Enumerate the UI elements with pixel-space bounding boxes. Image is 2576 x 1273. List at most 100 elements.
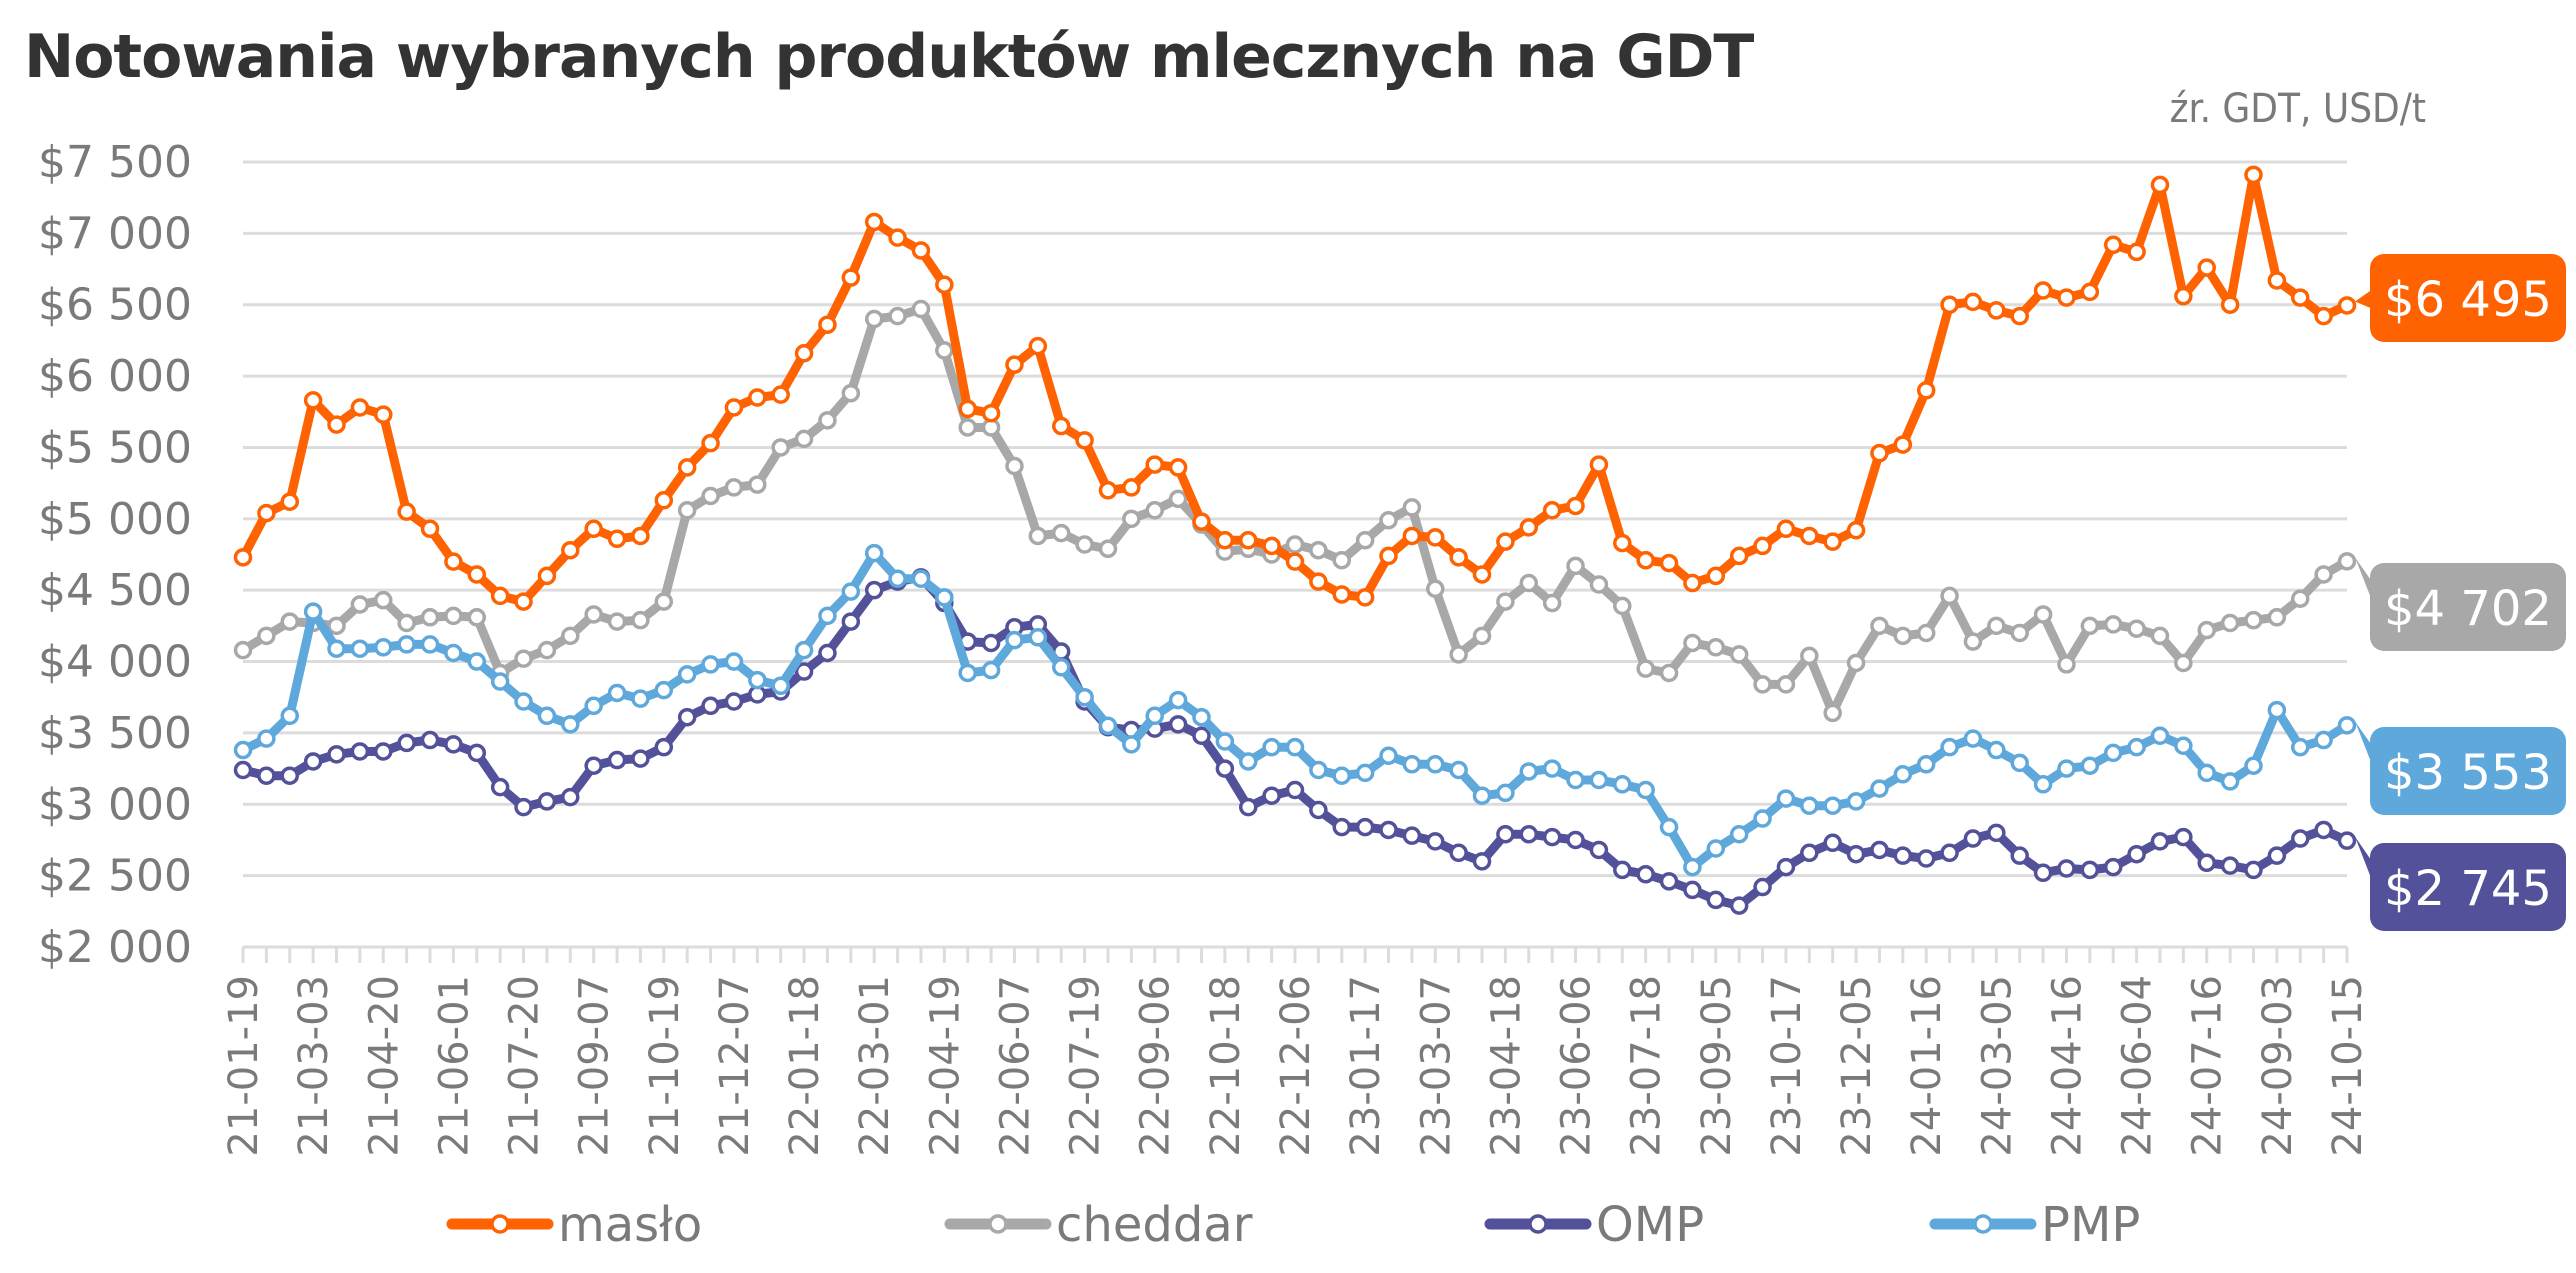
data-point (233, 548, 253, 567)
data-point (1776, 675, 1796, 694)
data-point (1940, 586, 1959, 606)
data-point (1355, 588, 1375, 607)
x-tick-label: 24-07-16 (2185, 975, 2231, 1157)
data-point (677, 501, 697, 520)
data-point (1893, 846, 1913, 865)
data-point (420, 730, 440, 750)
series-line (241, 548, 2350, 872)
data-point (1683, 857, 1702, 877)
data-point (303, 752, 323, 771)
data-point (1309, 800, 1328, 820)
x-tick-label: 21-12-07 (712, 975, 758, 1157)
data-point (1987, 301, 2006, 320)
data-point (514, 692, 533, 711)
data-point (1075, 687, 1094, 707)
data-point (864, 309, 884, 329)
data-point (2103, 743, 2123, 763)
data-point (2033, 863, 2053, 883)
data-point (2337, 716, 2357, 735)
last-value-tags: $6 495 $4 702 $2 745 $3 553 (2355, 254, 2566, 931)
data-point (420, 519, 440, 539)
data-point (1823, 796, 1842, 815)
y-axis: $2 000 $2 500 $3 000 $3 500 $4 000 $4 500 $5 0… (38, 137, 192, 973)
y-tick-label: $6 500 (38, 280, 192, 331)
data-point (1776, 519, 1796, 539)
data-point (1028, 526, 1048, 546)
data-point (1566, 770, 1585, 790)
data-point (911, 299, 931, 319)
data-point (677, 458, 697, 477)
data-point (654, 737, 674, 757)
data-point (748, 388, 767, 407)
data-point (257, 766, 276, 785)
x-tick-label: 21-06-01 (431, 975, 477, 1157)
data-point (2220, 295, 2240, 314)
data-point (2010, 623, 2029, 643)
data-point (1051, 523, 1071, 543)
legend-item-PMP: PMP (1929, 1197, 2140, 1253)
data-point (257, 503, 276, 523)
data-point (1379, 746, 1398, 765)
data-point (864, 212, 884, 232)
data-point (607, 612, 627, 631)
x-tick-label: 21-01-19 (221, 975, 267, 1157)
legend-marker-icon (1528, 1214, 1548, 1234)
data-point (1309, 760, 1328, 780)
data-point (1122, 509, 1141, 529)
data-point (1823, 532, 1842, 551)
chart-title: Notowania wybranych produktów mlecznych … (24, 22, 1754, 92)
data-point (1122, 478, 1141, 497)
data-point (1940, 295, 1959, 314)
x-tick-label: 24-01-16 (1904, 975, 1950, 1157)
data-point (1238, 530, 1258, 550)
data-point (1496, 532, 1515, 551)
data-point (864, 543, 884, 563)
y-tick-label: $3 500 (38, 708, 192, 759)
x-tick-label: 23-01-17 (1343, 975, 1389, 1157)
legend-label: masło (558, 1197, 702, 1253)
tag-value-label: $4 702 (2384, 581, 2552, 637)
data-point (1332, 766, 1352, 785)
data-point (374, 590, 393, 610)
data-point (2244, 165, 2263, 185)
tag-OMP: $2 745 (2355, 836, 2566, 931)
data-point (794, 429, 814, 449)
x-tick-label: 24-09-03 (2255, 975, 2301, 1157)
data-point (490, 586, 510, 606)
data-point (1987, 823, 2006, 843)
data-point (420, 608, 440, 627)
data-point (350, 742, 370, 761)
data-point (350, 595, 370, 614)
data-point (2150, 726, 2170, 746)
data-point (2337, 552, 2357, 571)
legend: masło cheddar OMP PMP (446, 1197, 2140, 1253)
x-tick-label: 23-12-05 (1834, 975, 1880, 1157)
data-point (467, 608, 487, 627)
data-point (2314, 730, 2333, 750)
data-point (1753, 809, 1772, 828)
data-point (1332, 817, 1352, 837)
data-point (724, 398, 744, 417)
data-point (1613, 596, 1632, 616)
x-tick-label: 22-06-07 (992, 975, 1038, 1157)
data-point (280, 706, 300, 726)
data-point (257, 626, 276, 646)
data-point (444, 643, 463, 663)
data-point (1379, 546, 1398, 566)
data-point (374, 638, 393, 657)
data-point (2314, 306, 2333, 326)
data-point (444, 606, 463, 626)
data-point (1238, 752, 1258, 771)
data-point (2290, 737, 2310, 757)
data-point (397, 635, 416, 654)
data-point (2197, 620, 2216, 640)
x-tick-label: 21-09-07 (572, 975, 618, 1157)
data-point (1472, 565, 1492, 584)
data-point (1636, 659, 1655, 678)
data-point (350, 398, 370, 417)
data-point (1659, 872, 1679, 891)
data-point (1893, 626, 1913, 646)
data-point (1332, 550, 1352, 570)
data-point (1075, 431, 1094, 450)
data-point (2290, 288, 2310, 307)
